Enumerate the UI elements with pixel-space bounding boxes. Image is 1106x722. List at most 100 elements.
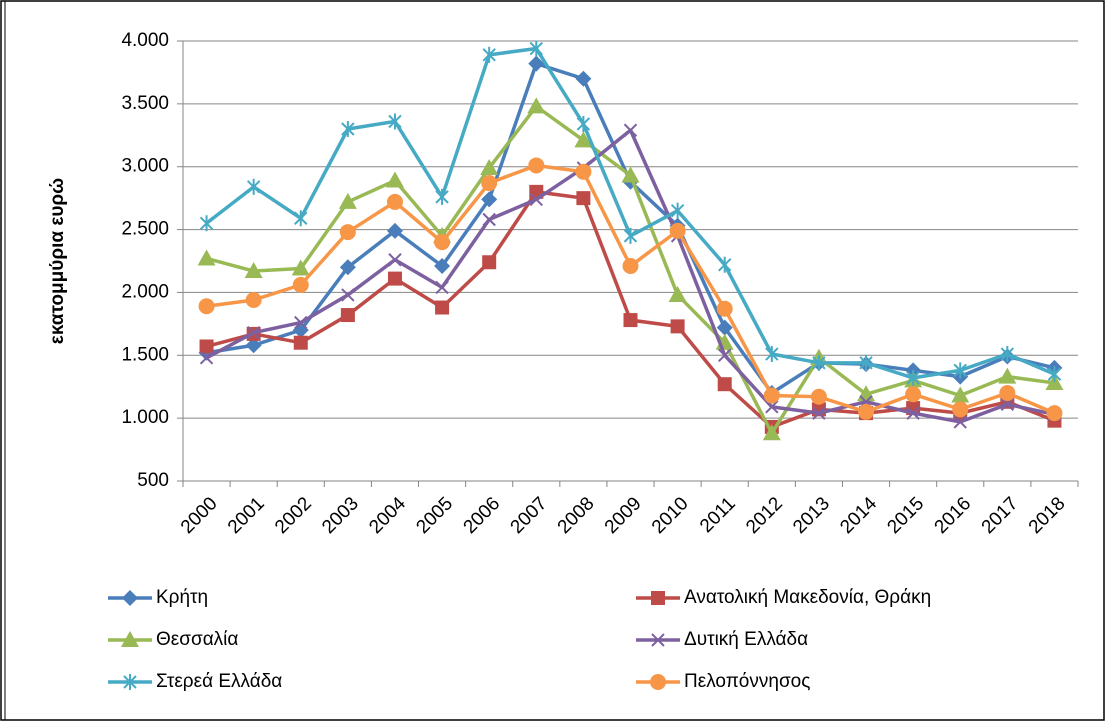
data-point <box>482 212 496 227</box>
legend-label: Στερεά Ελλάδα <box>156 671 282 692</box>
data-point <box>812 406 826 420</box>
data-point <box>952 401 969 418</box>
data-point <box>906 369 920 386</box>
legend-marker <box>123 674 137 690</box>
data-point <box>340 308 355 323</box>
data-point <box>388 253 402 267</box>
data-point <box>998 367 1017 384</box>
data-point <box>291 259 310 276</box>
legend-marker <box>651 591 665 605</box>
data-point <box>528 157 545 174</box>
data-point <box>621 166 640 183</box>
data-point <box>529 192 543 207</box>
data-point <box>480 158 499 175</box>
data-point <box>670 319 685 334</box>
data-point <box>482 255 497 270</box>
legend-marker <box>121 631 139 647</box>
data-point <box>859 354 873 371</box>
data-point <box>575 163 592 180</box>
legend-label: Πελοπόννησος <box>684 671 810 692</box>
data-point <box>718 256 732 273</box>
data-point <box>434 258 451 275</box>
data-point <box>716 319 733 336</box>
data-point <box>387 271 402 286</box>
legend-marker <box>651 633 665 647</box>
data-point <box>388 113 402 130</box>
data-point <box>385 171 404 188</box>
data-point <box>529 40 543 57</box>
data-point <box>576 191 591 206</box>
legend-label: Θεσσαλία <box>156 629 238 650</box>
y-tick-label: 4.000 <box>121 30 169 51</box>
data-point <box>482 46 496 63</box>
data-point <box>810 388 827 405</box>
data-point <box>435 188 449 205</box>
data-point <box>198 298 215 315</box>
data-point <box>339 259 356 276</box>
data-point <box>245 337 262 354</box>
data-point <box>338 192 357 209</box>
data-point <box>765 400 779 414</box>
data-point <box>576 115 591 132</box>
data-point <box>294 210 308 227</box>
data-point <box>951 386 970 403</box>
data-point <box>341 288 355 302</box>
data-point <box>763 387 780 404</box>
data-point <box>199 215 214 232</box>
legend-marker <box>122 590 138 606</box>
legend-label: Κρήτη <box>156 587 208 608</box>
data-point <box>765 346 779 363</box>
y-axis-label: εκατομμύρια ευρώ <box>47 178 68 344</box>
legend-label: Δυτική Ελλάδα <box>684 629 808 650</box>
y-tick-label: 1.500 <box>121 344 169 365</box>
data-point <box>341 121 355 137</box>
data-point <box>1000 346 1015 363</box>
data-point <box>812 354 826 371</box>
data-point <box>1000 397 1015 412</box>
data-point <box>574 131 593 148</box>
data-point <box>670 202 685 219</box>
data-point <box>246 325 261 340</box>
data-point <box>199 339 214 354</box>
data-point <box>953 362 967 379</box>
data-point <box>481 191 498 208</box>
data-point <box>292 276 309 293</box>
data-point <box>481 175 498 192</box>
data-point <box>246 178 261 195</box>
data-point <box>1047 366 1062 383</box>
data-point <box>622 258 639 275</box>
data-point <box>623 227 638 244</box>
data-point <box>435 280 449 295</box>
data-point <box>294 315 308 330</box>
y-tick-label: 3.000 <box>121 156 169 177</box>
data-point <box>293 335 308 350</box>
data-point <box>669 222 686 239</box>
data-point <box>339 224 356 241</box>
data-point <box>244 262 263 279</box>
data-point <box>762 424 781 441</box>
data-point <box>435 300 450 315</box>
y-tick-label: 1.000 <box>121 407 169 428</box>
legend-label: Ανατολική Μακεδονία, Θράκη <box>684 587 931 608</box>
y-tick-label: 2.000 <box>121 281 169 302</box>
data-point <box>999 385 1016 401</box>
data-point <box>197 249 216 266</box>
data-point <box>386 222 403 239</box>
data-point <box>623 123 638 137</box>
data-point <box>668 285 687 302</box>
data-point <box>718 348 732 362</box>
data-point <box>906 406 920 420</box>
data-point <box>199 351 214 365</box>
data-point <box>953 415 967 429</box>
data-point <box>905 386 922 403</box>
data-point <box>858 403 875 420</box>
data-point <box>1046 405 1063 422</box>
data-point <box>717 377 732 392</box>
data-point <box>623 313 638 328</box>
data-point <box>434 234 451 251</box>
y-tick-label: 3.500 <box>121 93 169 114</box>
y-tick-label: 2.500 <box>121 219 169 240</box>
legend-marker <box>650 674 666 690</box>
